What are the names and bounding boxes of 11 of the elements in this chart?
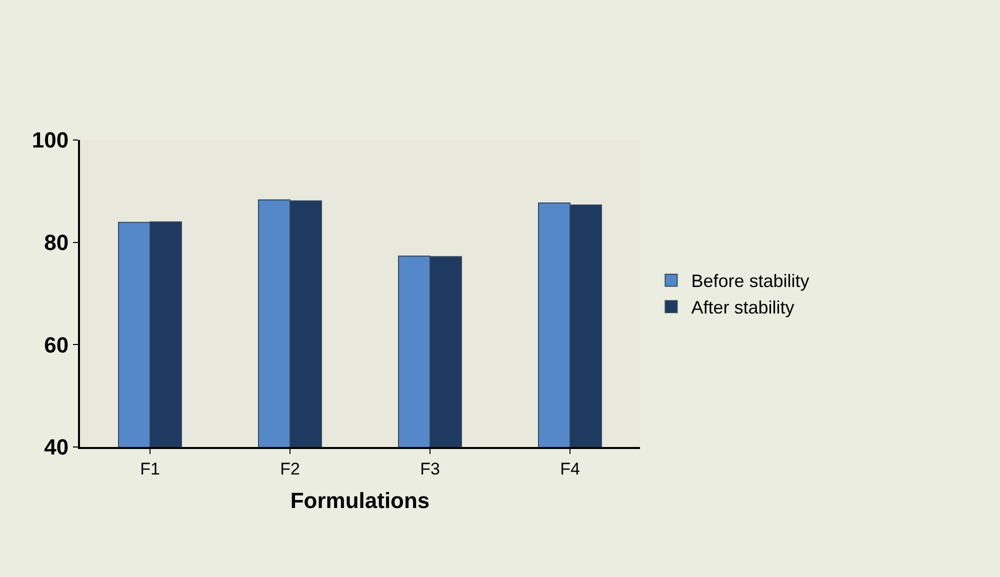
- y-tick-label: 100: [32, 128, 69, 153]
- y-tick-label: 80: [44, 230, 69, 256]
- legend-label: After stability: [691, 298, 794, 318]
- legend-label: Before stability: [691, 271, 810, 292]
- x-axis-title: Formulations: [290, 488, 430, 513]
- y-tick-label: 40: [44, 434, 69, 460]
- x-tick-label: F2: [280, 459, 300, 478]
- x-tick-label: F4: [560, 459, 580, 478]
- y-tick-label: 60: [44, 332, 69, 358]
- x-tick-label: F3: [420, 459, 440, 478]
- x-tick-label: F1: [140, 459, 160, 478]
